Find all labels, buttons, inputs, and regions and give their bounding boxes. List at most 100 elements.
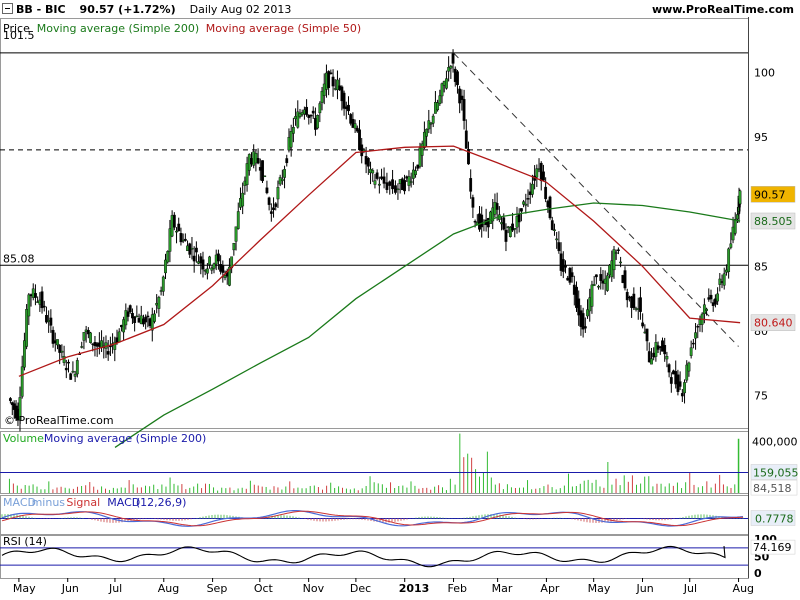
candle bbox=[517, 213, 521, 223]
candle bbox=[205, 268, 209, 274]
watermark: © ProRealTime.com bbox=[4, 414, 114, 427]
candle bbox=[414, 170, 417, 175]
candle bbox=[241, 192, 245, 207]
date-axis: May Jun Jul Aug Sep Oct Nov Dec 2013 Feb Mar Apr May… bbox=[13, 578, 754, 595]
candle bbox=[564, 265, 567, 268]
candle bbox=[256, 158, 260, 164]
candle bbox=[183, 238, 187, 241]
candle bbox=[380, 176, 383, 179]
candle bbox=[351, 118, 355, 128]
candle bbox=[172, 214, 176, 228]
candle bbox=[445, 78, 448, 89]
macd-legend-item: minus bbox=[32, 496, 66, 509]
candle bbox=[135, 315, 139, 318]
price-badge-label: 88.505 bbox=[754, 215, 793, 228]
candle bbox=[469, 178, 473, 192]
rsi-line bbox=[1, 545, 726, 568]
candle bbox=[179, 233, 183, 243]
date-tick-label: 2013 bbox=[399, 582, 430, 595]
candle bbox=[298, 113, 302, 117]
candle bbox=[144, 316, 148, 323]
candle bbox=[394, 185, 397, 193]
candle bbox=[71, 370, 75, 373]
candle bbox=[73, 373, 77, 377]
date-tick-label: Mar bbox=[492, 582, 513, 595]
candle bbox=[473, 221, 477, 223]
candle bbox=[650, 358, 653, 365]
candle bbox=[201, 259, 205, 270]
candle bbox=[23, 340, 26, 368]
candle bbox=[597, 285, 600, 288]
price-badge bbox=[750, 212, 796, 230]
candle bbox=[131, 312, 134, 319]
candle bbox=[522, 201, 526, 205]
candle bbox=[480, 214, 484, 228]
candle bbox=[166, 251, 170, 263]
candle bbox=[665, 356, 669, 360]
candle bbox=[89, 332, 92, 343]
candle bbox=[42, 305, 46, 308]
rsi-tick-label: 0 bbox=[754, 567, 762, 580]
candle bbox=[342, 92, 346, 109]
candle bbox=[150, 314, 154, 331]
panel-frame bbox=[0, 535, 749, 579]
candle bbox=[164, 259, 167, 274]
chart-header: BB - BIC 90.57 (+1.72%) Daily Aug 02 201… bbox=[0, 3, 291, 16]
macd-badge-label: 0.7778 bbox=[755, 513, 794, 526]
candle bbox=[161, 276, 165, 292]
candle bbox=[639, 297, 642, 312]
candle bbox=[217, 253, 220, 262]
candle bbox=[396, 188, 400, 191]
candle bbox=[51, 329, 55, 344]
candle bbox=[336, 79, 339, 91]
date-tick-label: Jun bbox=[635, 582, 653, 595]
candle bbox=[592, 284, 596, 287]
candle bbox=[358, 129, 361, 151]
collapse-icon[interactable] bbox=[2, 3, 13, 14]
candle bbox=[34, 292, 37, 298]
candle bbox=[416, 164, 420, 169]
candle bbox=[738, 190, 742, 205]
candle bbox=[67, 361, 70, 364]
candle bbox=[407, 176, 411, 186]
volume-tick-label: 400,000 bbox=[752, 435, 798, 448]
candle bbox=[228, 266, 231, 286]
candle bbox=[122, 319, 126, 333]
candle bbox=[210, 267, 214, 271]
period-label: Daily Aug 02 2013 bbox=[189, 3, 292, 16]
candle bbox=[208, 256, 211, 265]
candle bbox=[20, 366, 24, 397]
candle bbox=[329, 72, 333, 75]
rsi-panel bbox=[0, 545, 748, 568]
top-level-label: 101.5 bbox=[3, 29, 35, 42]
candle bbox=[542, 171, 545, 181]
candle bbox=[599, 274, 603, 281]
candle bbox=[366, 158, 370, 167]
candle bbox=[733, 219, 737, 234]
candle bbox=[283, 169, 286, 178]
candle bbox=[124, 310, 128, 326]
candle bbox=[86, 330, 90, 335]
macd-signal-line bbox=[1, 510, 744, 527]
date-tick-label: Aug bbox=[733, 582, 754, 595]
date-tick-label: May bbox=[13, 582, 36, 595]
ma50-line bbox=[18, 145, 741, 377]
candle bbox=[353, 123, 357, 129]
candle bbox=[667, 364, 671, 373]
candle bbox=[553, 229, 556, 231]
candle bbox=[261, 160, 264, 182]
candle bbox=[305, 106, 309, 115]
candle bbox=[113, 341, 117, 350]
candle bbox=[296, 111, 300, 128]
price-legend-item: Moving average (Simple 200) bbox=[37, 22, 199, 35]
candle bbox=[192, 255, 196, 262]
candle bbox=[64, 367, 68, 371]
candle bbox=[561, 259, 565, 272]
candle bbox=[511, 223, 514, 231]
candle bbox=[467, 149, 470, 165]
candle bbox=[362, 149, 366, 152]
candle bbox=[382, 176, 386, 184]
level-label: 85.08 bbox=[3, 252, 35, 265]
candle bbox=[583, 326, 587, 329]
